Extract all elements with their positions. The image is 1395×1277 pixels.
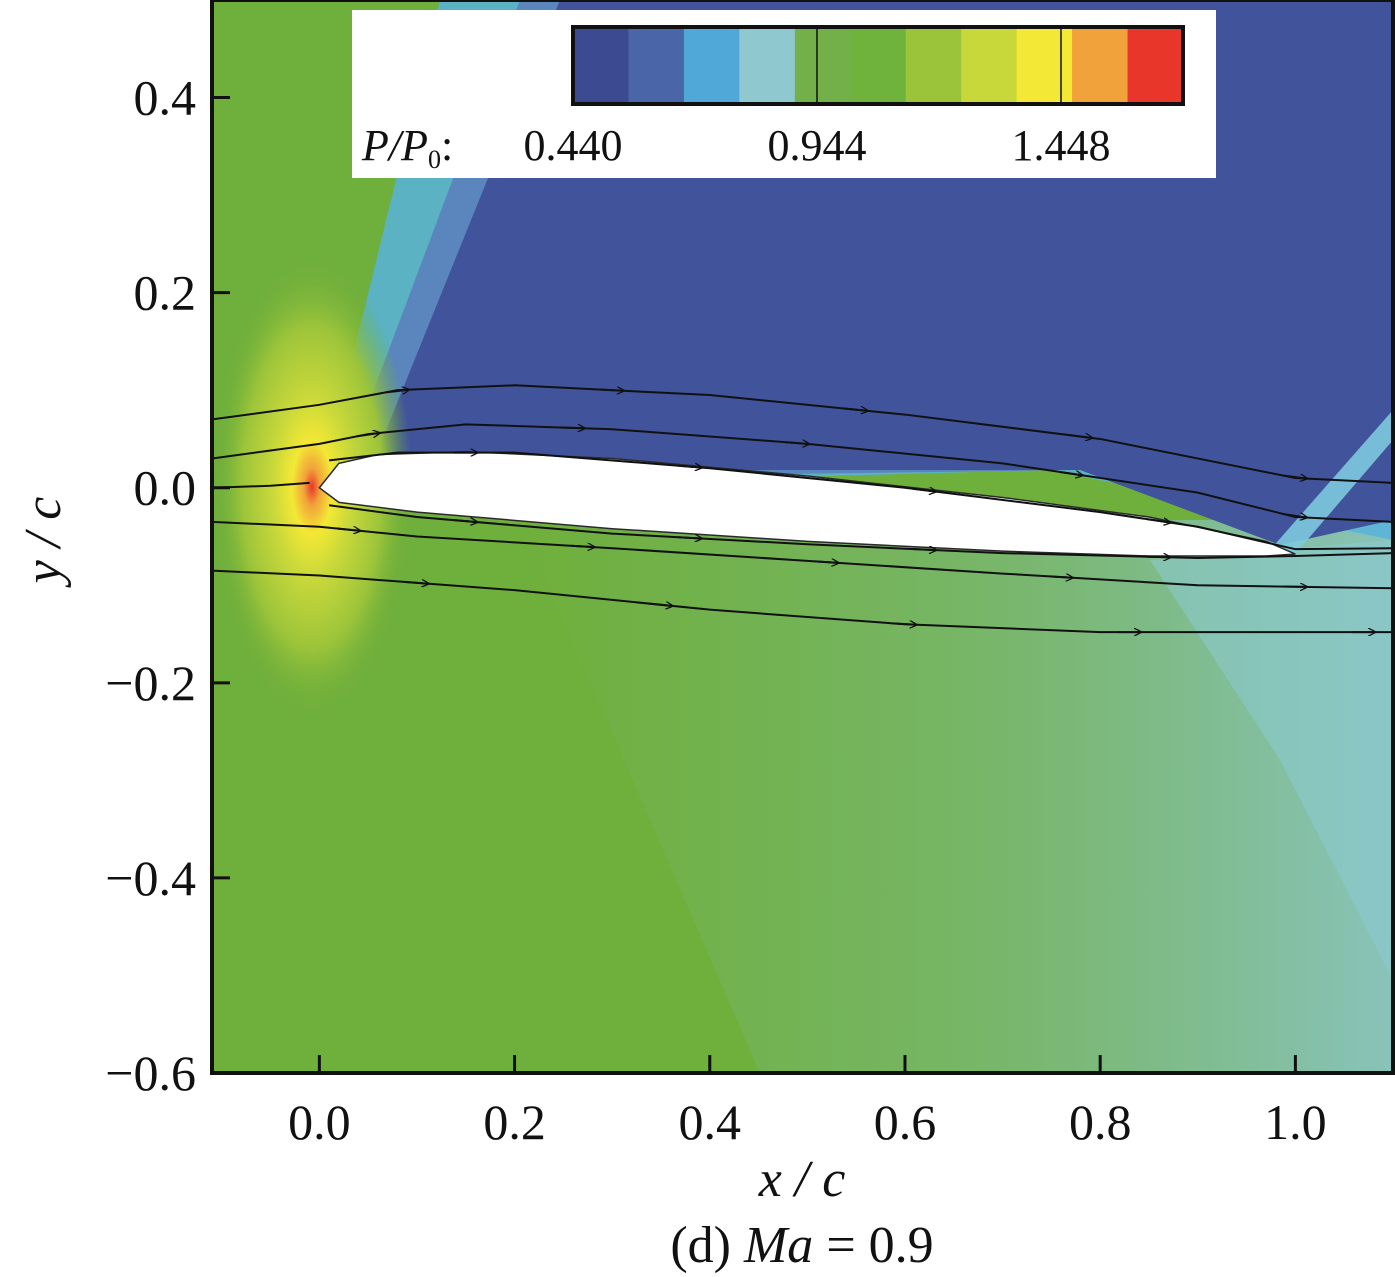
figure-caption: (d) Ma = 0.9 — [670, 1217, 933, 1274]
colorbar-swatch-7 — [961, 27, 1018, 104]
streamline-4-arrow-2 — [912, 549, 936, 550]
streamline-1-arrow-3 — [1059, 472, 1082, 476]
streamline-5-arrow-2 — [815, 561, 838, 563]
streamline-5 — [212, 520, 1393, 590]
y-axis-title: y / c — [15, 497, 72, 589]
streamline-1-arrow-2 — [785, 442, 809, 444]
colorbar-colon: : — [441, 121, 453, 170]
pressure-side-light-band — [1150, 540, 1393, 980]
streamline-3-arrow-1 — [678, 466, 702, 468]
streamline-1-arrow-4 — [1283, 514, 1307, 518]
colorbar-tick-label-1: 0.944 — [768, 121, 867, 170]
streamline-0-arrow-1 — [600, 390, 623, 391]
streamline-5-arrow-1 — [571, 546, 594, 547]
x-tick-label-1: 0.2 — [483, 1094, 546, 1150]
colorbar-swatch-1 — [628, 27, 685, 104]
streamline-6-arrow-0 — [405, 582, 428, 584]
streamline-0-arrow-0 — [385, 390, 409, 393]
colorbar-tick-label-2: 1.448 — [1012, 121, 1111, 170]
shock-light-band — [1270, 410, 1393, 560]
x-tick-label-3: 0.6 — [874, 1094, 937, 1150]
colorbar-swatch-3 — [739, 27, 796, 104]
streamline-4-arrow-1 — [678, 537, 702, 538]
caption-variable: Ma — [743, 1217, 813, 1274]
colorbar-swatch-9 — [1072, 27, 1129, 104]
caption-prefix: (d) — [670, 1217, 744, 1274]
colorbar-tick-label-0: 0.440 — [524, 121, 623, 170]
pressure-contour-field — [212, 0, 1393, 1073]
colorbar-swatch-8 — [1016, 27, 1073, 104]
streamline-3 — [329, 451, 1393, 551]
colorbar-swatch-2 — [683, 27, 740, 104]
colorbar-swatch-0 — [573, 27, 630, 104]
streamline-5-arrow-3 — [1049, 576, 1072, 577]
streamline-4-arrow-3 — [1147, 557, 1170, 558]
streamline-5-arrow-0 — [336, 529, 360, 531]
streamline-6-arrow-2 — [893, 623, 916, 624]
streamline-6 — [212, 569, 1393, 634]
colorbar-swatches — [573, 27, 1184, 104]
streamline-0 — [212, 384, 1393, 484]
colorbar-var: P/P — [361, 121, 428, 170]
colorbar-swatch-10 — [1127, 27, 1184, 104]
streamline-2 — [212, 481, 310, 489]
colorbar-legend: P/P0: 0.440 0.944 1.448 — [352, 10, 1216, 178]
y-tick-label-1: 0.2 — [134, 265, 197, 321]
x-tick-label-0: 0.0 — [288, 1094, 351, 1150]
colorbar-swatch-4 — [794, 27, 851, 104]
colorbar-swatch-6 — [905, 27, 962, 104]
axis-ticks: 0.0 0.2 0.4 0.6 0.8 1.0 0.4 0.2 0.0 −0.2 −0.4 −0.6 — [105, 70, 1326, 1150]
streamline-0-arrow-4 — [1283, 476, 1307, 479]
colorbar-ticks: 0.440 0.944 1.448 — [524, 27, 1111, 170]
colorbar-var-subscript: 0 — [428, 145, 441, 174]
streamline-1-arrow-1 — [561, 428, 584, 429]
y-tick-label-0: 0.4 — [134, 70, 197, 126]
streamline-1-arrow-0 — [356, 433, 379, 437]
y-tick-label-5: −0.6 — [105, 1045, 196, 1101]
streamline-4 — [328, 504, 1393, 559]
x-tick-label-5: 1.0 — [1264, 1094, 1327, 1150]
x-tick-label-2: 0.4 — [679, 1094, 742, 1150]
streamline-4-arrow-0 — [453, 520, 477, 522]
streamline-3-arrow-2 — [912, 489, 936, 492]
streamline-3-arrow-3 — [1146, 519, 1170, 523]
y-tick-label-3: −0.2 — [105, 655, 196, 711]
streamline-0-arrow-3 — [1068, 435, 1092, 438]
plot-frame — [210, 0, 1395, 1075]
x-axis-title: x / c — [758, 1151, 846, 1208]
colorbar-variable-label: P/P0: — [361, 121, 453, 174]
x-tick-label-4: 0.8 — [1069, 1094, 1132, 1150]
streamline-6-arrow-1 — [649, 604, 672, 606]
y-tick-label-4: −0.4 — [105, 850, 196, 906]
y-tick-label-2: 0.0 — [134, 460, 197, 516]
pressure-side-region — [520, 520, 1393, 1073]
stagnation-region — [212, 257, 412, 717]
caption-suffix: = 0.9 — [813, 1217, 933, 1274]
colorbar-swatch-5 — [850, 27, 907, 104]
streamline-1 — [212, 423, 1393, 523]
streamline-0-arrow-2 — [844, 409, 867, 411]
